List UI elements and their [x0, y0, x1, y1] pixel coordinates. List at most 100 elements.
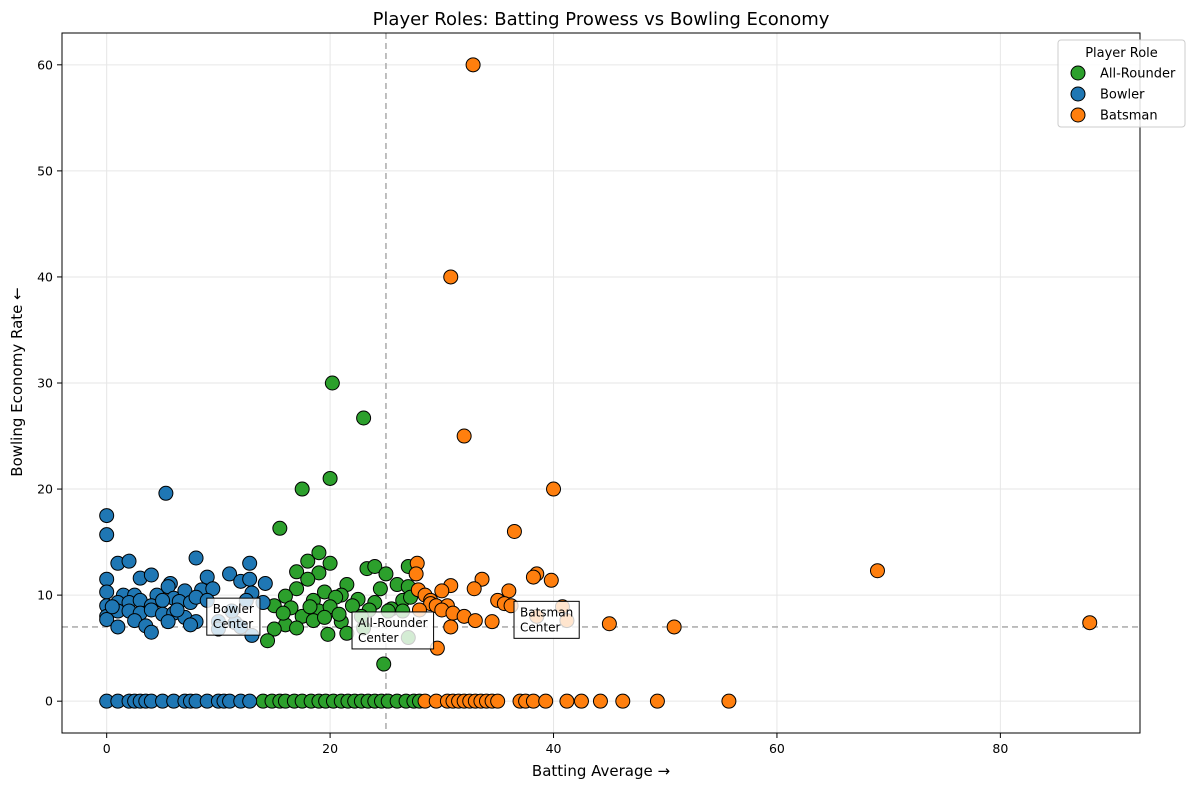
data-point[interactable] [322, 555, 338, 571]
data-point[interactable] [317, 609, 333, 625]
data-point[interactable] [99, 612, 115, 628]
legend-marker [1070, 65, 1086, 81]
data-point[interactable] [110, 619, 126, 635]
data-point[interactable] [104, 599, 120, 615]
data-point[interactable] [160, 614, 176, 630]
center-annotation: Bowler Center [206, 597, 261, 636]
data-point[interactable] [546, 481, 562, 497]
data-point[interactable] [99, 584, 115, 600]
data-point[interactable] [300, 553, 316, 569]
legend-label: Bowler [1100, 88, 1145, 103]
x-tick-label: 60 [769, 741, 785, 756]
data-point[interactable] [466, 581, 482, 597]
data-point[interactable] [143, 624, 159, 640]
data-point[interactable] [311, 565, 327, 581]
data-point[interactable] [559, 693, 575, 709]
chart-title: Player Roles: Batting Prowess vs Bowling… [373, 9, 830, 30]
data-point[interactable] [376, 656, 392, 672]
data-point[interactable] [99, 571, 115, 587]
axis-ticks: 0 20 40 60 80 0 10 20 30 40 50 60 [37, 57, 1008, 756]
data-point[interactable] [257, 575, 273, 591]
data-point[interactable] [158, 485, 174, 501]
data-point[interactable] [484, 614, 500, 630]
legend-label: All-Rounder [1100, 67, 1176, 82]
data-point[interactable] [1082, 615, 1098, 631]
data-point[interactable] [121, 553, 137, 569]
data-point[interactable] [331, 606, 347, 622]
data-point[interactable] [666, 619, 682, 635]
y-axis-label: Bowling Economy Rate ← [8, 287, 26, 476]
data-point[interactable] [242, 571, 258, 587]
data-point[interactable] [275, 605, 291, 621]
data-point[interactable] [302, 599, 318, 615]
data-point[interactable] [543, 572, 559, 588]
data-point[interactable] [272, 520, 288, 536]
data-point[interactable] [434, 583, 450, 599]
data-point[interactable] [601, 616, 617, 632]
data-point[interactable] [501, 583, 517, 599]
data-point[interactable] [378, 566, 394, 582]
y-tick-label: 50 [37, 163, 53, 178]
data-point[interactable] [266, 621, 282, 637]
data-point[interactable] [465, 57, 481, 73]
data-point[interactable] [289, 581, 305, 597]
data-point[interactable] [322, 470, 338, 486]
data-point[interactable] [592, 693, 608, 709]
data-point[interactable] [538, 693, 554, 709]
data-point[interactable] [367, 558, 383, 574]
data-point[interactable] [467, 613, 483, 629]
data-point[interactable] [99, 527, 115, 543]
data-point[interactable] [372, 581, 388, 597]
data-point[interactable] [294, 481, 310, 497]
data-point[interactable] [408, 566, 424, 582]
data-point[interactable] [260, 633, 276, 649]
data-point[interactable] [615, 693, 631, 709]
y-tick-label: 10 [37, 588, 53, 603]
data-point[interactable] [99, 508, 115, 524]
data-point[interactable] [169, 602, 185, 618]
data-point[interactable] [289, 620, 305, 636]
data-point[interactable] [356, 410, 372, 426]
annotation-box [513, 600, 580, 639]
data-point[interactable] [143, 567, 159, 583]
legend-item[interactable]: Bowler [1070, 86, 1145, 103]
data-point[interactable] [649, 693, 665, 709]
data-point[interactable] [869, 563, 885, 579]
y-tick-label: 20 [37, 482, 53, 497]
data-point[interactable] [320, 626, 336, 642]
x-tick-label: 0 [103, 741, 111, 756]
center-annotation: Batsman Center [513, 600, 580, 639]
data-point[interactable] [456, 428, 472, 444]
x-tick-label: 80 [992, 741, 1008, 756]
y-tick-label: 30 [37, 376, 53, 391]
legend-marker [1070, 86, 1086, 102]
data-point[interactable] [300, 571, 316, 587]
annotation-text: Batsman Center [520, 605, 573, 634]
legend-label: Batsman [1100, 109, 1158, 124]
data-point[interactable] [222, 566, 238, 582]
y-tick-label: 0 [45, 694, 53, 709]
legend-item[interactable]: All-Rounder [1070, 65, 1176, 82]
annotations: Bowler Center All-Rounder Center Batsman Cent… [206, 597, 580, 650]
data-point[interactable] [573, 693, 589, 709]
legend-item[interactable]: Batsman [1070, 107, 1158, 124]
data-point[interactable] [443, 619, 459, 635]
legend[interactable]: Player Role All-Rounder Bowler Batsman [1057, 39, 1186, 128]
data-point[interactable] [182, 617, 198, 633]
data-point[interactable] [525, 569, 541, 585]
data-point[interactable] [188, 550, 204, 566]
data-point[interactable] [242, 693, 258, 709]
data-point[interactable] [289, 564, 305, 580]
data-point[interactable] [324, 375, 340, 391]
data-point[interactable] [443, 269, 459, 285]
data-point[interactable] [155, 592, 171, 608]
legend-title: Player Role [1085, 46, 1158, 61]
data-point[interactable] [721, 693, 737, 709]
data-point[interactable] [506, 523, 522, 539]
data-point[interactable] [311, 545, 327, 561]
data-point[interactable] [242, 555, 258, 571]
annotation-box [351, 611, 435, 650]
data-point[interactable] [490, 693, 506, 709]
